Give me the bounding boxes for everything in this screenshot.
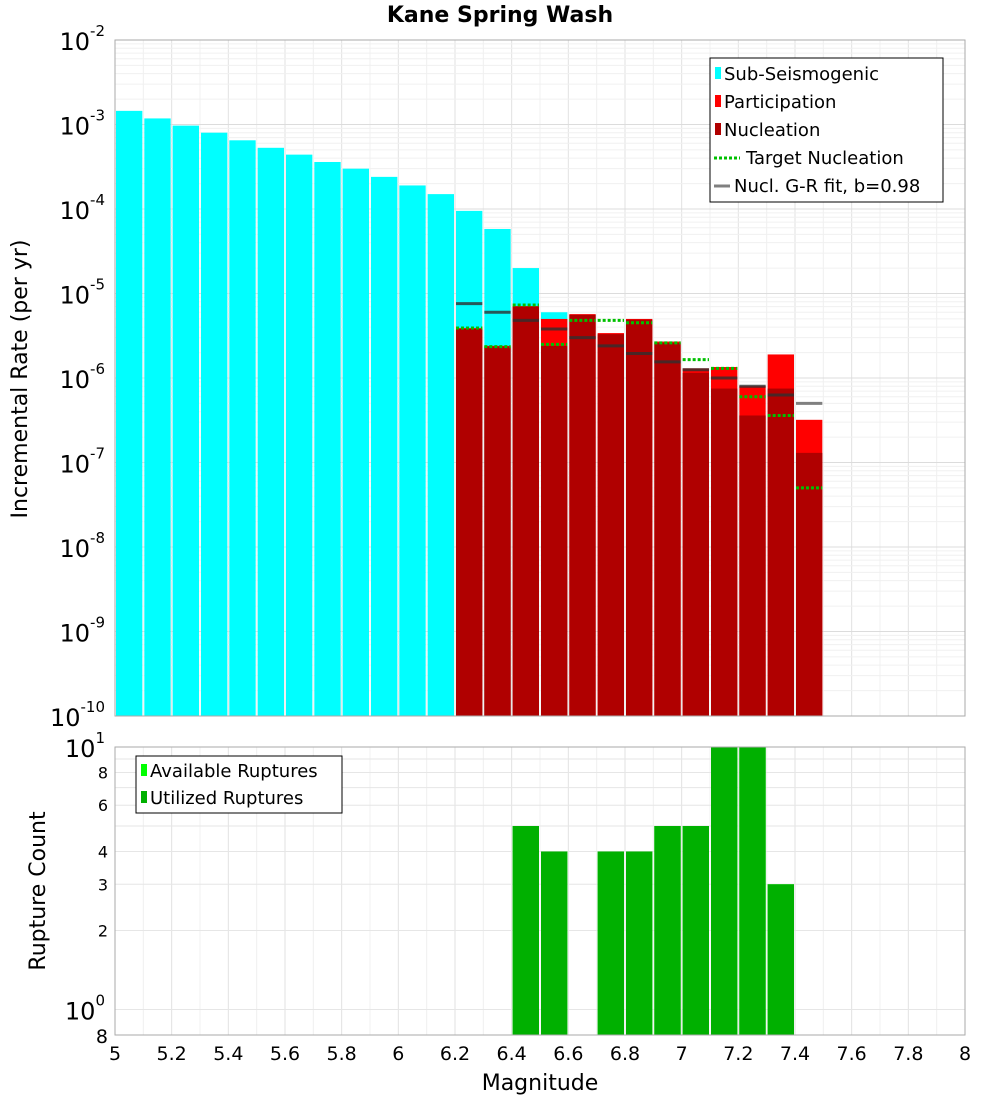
top-legend-box: [709, 57, 944, 203]
legend-label: Participation: [724, 92, 836, 113]
nucleation-bar: [796, 452, 823, 716]
top-y-tick-label: 10-8: [59, 529, 105, 563]
legend-swatch: [141, 791, 147, 803]
x-tick-label: 5: [109, 1043, 121, 1065]
top-y-tick-label: 10-9: [59, 614, 105, 648]
bottom-y-axis-label: Rupture Count: [26, 811, 51, 971]
legend-label: Available Ruptures: [150, 761, 318, 782]
x-tick-label: 6: [392, 1043, 404, 1065]
legend-swatch: [715, 95, 721, 107]
utilized-ruptures-bar: [541, 851, 568, 1035]
x-tick-label: 8: [959, 1043, 971, 1065]
legend-swatch: [715, 67, 721, 79]
bottom-y-tick-label: 3: [98, 875, 108, 894]
sub-seismogenic-bar: [399, 185, 426, 717]
x-tick-label: 5.2: [157, 1043, 187, 1065]
nucleation-bar: [484, 346, 511, 716]
legend-label: Utilized Ruptures: [150, 788, 303, 809]
bottom-plot-frame: [114, 746, 966, 1036]
bottom-y-tick-label: 6: [98, 796, 108, 815]
bottom-legend: Available Ruptures Utilized Ruptures: [135, 755, 343, 814]
sub-seismogenic-bar: [172, 125, 199, 716]
x-tick-label: 6.6: [553, 1043, 583, 1065]
nucleation-bar: [626, 319, 653, 716]
nucleation-bar: [456, 329, 483, 716]
utilized-ruptures-bar: [512, 826, 539, 1035]
nucleation-bar: [597, 334, 624, 716]
nucleation-bar: [541, 345, 568, 716]
sub-seismogenic-bar: [342, 168, 369, 717]
nucleation-bar: [767, 388, 794, 716]
x-tick-label: 5.8: [327, 1043, 357, 1065]
utilized-ruptures-bar: [711, 747, 738, 1035]
legend-label: Target Nucleation: [745, 148, 904, 169]
x-tick-label: 6.4: [497, 1043, 527, 1065]
top-plot-frame: [114, 39, 966, 717]
top-legend: Sub-Seismogenic Participation Nucleation Ta…: [709, 57, 944, 203]
x-axis-label: Magnitude: [482, 1071, 599, 1096]
sub-seismogenic-bar: [371, 176, 398, 717]
nucleation-bar: [569, 314, 596, 716]
top-y-tick-label: 10-10: [50, 698, 105, 732]
x-tick-label: 6.2: [440, 1043, 470, 1065]
x-tick-label: 7: [676, 1043, 688, 1065]
sub-seismogenic-bar: [257, 147, 284, 716]
utilized-ruptures-bar: [654, 826, 681, 1035]
grid-lines: [114, 40, 966, 1035]
top-y-tick-label: 10-6: [59, 360, 105, 394]
legend-label: Nucleation: [724, 120, 820, 141]
utilized-ruptures-bar: [682, 826, 709, 1035]
bottom-legend-box: [135, 755, 343, 814]
bottom-y-major-label: 100: [65, 992, 105, 1026]
sub-seismogenic-bar: [116, 110, 143, 717]
legend-label: Sub-Seismogenic: [724, 64, 879, 85]
bottom-y-min-label: 8: [96, 1026, 108, 1048]
legend-swatch: [141, 764, 147, 776]
utilized-ruptures-bar: [597, 851, 624, 1035]
nucleation-bar: [682, 372, 709, 716]
bottom-y-tick-label: 2: [98, 922, 108, 941]
bars: [116, 110, 823, 1035]
x-tick-label: 7.6: [837, 1043, 867, 1065]
axes: 10-10 10-9 10-8 10-7 10-6 10-5 10-4 10-3 10-2 2 3 4…: [50, 22, 971, 1065]
legend-swatch: [715, 123, 721, 135]
sub-seismogenic-bar: [314, 161, 341, 716]
bottom-y-tick-label: 4: [98, 842, 108, 861]
nucleation-bar: [739, 415, 766, 716]
sub-seismogenic-bar: [144, 118, 171, 717]
x-tick-label: 7.8: [893, 1043, 923, 1065]
x-tick-label: 5.4: [213, 1043, 243, 1065]
top-y-tick-label: 10-5: [59, 276, 105, 310]
x-tick-label: 5.6: [270, 1043, 300, 1065]
sub-seismogenic-bar: [286, 154, 313, 717]
utilized-ruptures-bar: [626, 851, 653, 1035]
nucleation-bar: [711, 388, 738, 716]
top-y-tick-label: 10-2: [59, 22, 105, 56]
top-y-tick-label: 10-7: [59, 445, 105, 479]
sub-seismogenic-bar: [201, 132, 228, 716]
sub-seismogenic-bar: [427, 194, 454, 716]
top-y-tick-label: 10-3: [59, 107, 105, 141]
top-y-tick-label: 10-4: [59, 191, 105, 225]
x-tick-label: 7.2: [723, 1043, 753, 1065]
x-tick-label: 6.8: [610, 1043, 640, 1065]
x-tick-label: 7.4: [780, 1043, 810, 1065]
utilized-ruptures-bar: [767, 884, 794, 1035]
bottom-y-major-label: 101: [65, 729, 105, 763]
bottom-y-tick-label: 8: [98, 763, 108, 782]
sub-seismogenic-bar: [229, 140, 256, 716]
chart-title: Kane Spring Wash: [387, 3, 613, 28]
legend-label: Nucl. G-R fit, b=0.98: [734, 176, 920, 197]
marker-lines: [456, 302, 823, 490]
nucleation-bar: [512, 306, 539, 716]
top-y-axis-label: Incremental Rate (per yr): [8, 240, 33, 519]
utilized-ruptures-bar: [739, 747, 766, 1035]
nucleation-bar: [654, 342, 681, 716]
